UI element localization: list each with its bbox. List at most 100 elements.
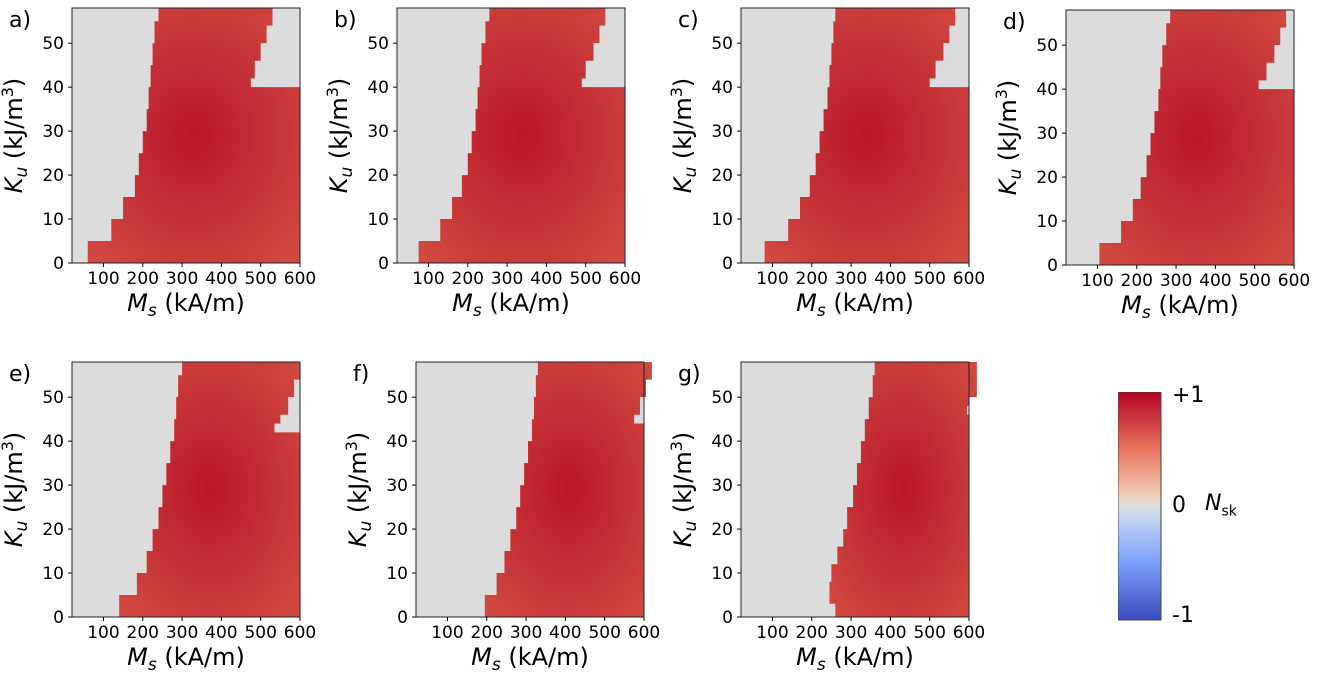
x-tick-label: 500 bbox=[913, 623, 945, 643]
x-tick-label: 200 bbox=[471, 623, 503, 643]
x-tick-label: 500 bbox=[588, 623, 620, 643]
y-tick-label: 10 bbox=[386, 564, 408, 584]
panel-label: b) bbox=[334, 8, 357, 33]
x-tick-label: 600 bbox=[284, 623, 316, 643]
y-tick-label: 10 bbox=[42, 564, 64, 584]
x-tick-label: 200 bbox=[127, 623, 159, 643]
y-axis-label: Ku (kJ/m3) bbox=[667, 432, 701, 548]
y-tick-label: 20 bbox=[711, 166, 733, 186]
y-tick-label: 0 bbox=[722, 254, 733, 274]
x-tick-label: 400 bbox=[549, 623, 581, 643]
y-tick-label: 20 bbox=[1036, 168, 1058, 188]
y-tick-label: 10 bbox=[711, 564, 733, 584]
y-tick-label: 50 bbox=[711, 388, 733, 408]
x-tick-label: 600 bbox=[1278, 271, 1310, 291]
x-tick-label: 400 bbox=[205, 623, 237, 643]
y-tick-label: 0 bbox=[1047, 256, 1058, 276]
x-tick-label: 400 bbox=[205, 269, 237, 289]
panel-f: 100 200 300 400 500 600 0 10 20 30 40 50 f) Ms (kA/m)… bbox=[342, 361, 660, 673]
plot-frame bbox=[396, 7, 626, 264]
panel-d: 100 200 300 400 500 600 0 10 20 30 40 50 d) Ms (kA/m)… bbox=[992, 9, 1310, 323]
x-tick-label: 100 bbox=[756, 269, 788, 289]
x-tick-label: 100 bbox=[412, 269, 444, 289]
y-tick-label: 30 bbox=[711, 476, 733, 496]
x-tick-label: 300 bbox=[835, 269, 867, 289]
y-axis-label: Ku (kJ/m3) bbox=[323, 78, 357, 194]
panel-c: 100 200 300 400 500 600 0 10 20 30 40 50 c) Ms (kA/m)… bbox=[667, 7, 985, 321]
y-tick-label: 50 bbox=[386, 388, 408, 408]
skyrmion-region bbox=[764, 8, 969, 263]
y-tick-label: 40 bbox=[42, 432, 64, 452]
panel-b: 100 200 300 400 500 600 0 10 20 30 40 50 b) Ms (kA/m)… bbox=[323, 7, 641, 321]
y-tick-label: 10 bbox=[711, 210, 733, 230]
plot-frame bbox=[71, 7, 301, 264]
colorbar-label: Nsk bbox=[1205, 491, 1237, 520]
x-tick-label: 100 bbox=[87, 269, 119, 289]
y-tick-label: 30 bbox=[367, 122, 389, 142]
y-tick-label: 20 bbox=[42, 520, 64, 540]
x-axis-label: Ms (kA/m) bbox=[452, 289, 570, 321]
x-tick-label: 300 bbox=[1160, 271, 1192, 291]
x-tick-label: 600 bbox=[284, 269, 316, 289]
y-tick-label: 20 bbox=[42, 166, 64, 186]
colorbar-tick-zero: 0 bbox=[1172, 493, 1186, 518]
plot-frame bbox=[740, 361, 970, 618]
x-tick-label: 300 bbox=[166, 269, 198, 289]
x-axis-label: Ms (kA/m) bbox=[127, 643, 245, 673]
y-axis-label: Ku (kJ/m3) bbox=[667, 78, 701, 194]
y-tick-label: 50 bbox=[1036, 36, 1058, 56]
x-tick-label: 600 bbox=[953, 623, 985, 643]
panel-label: g) bbox=[678, 362, 701, 387]
panel-g: 100 200 300 400 500 600 0 10 20 30 40 50 g) Ms (kA/m)… bbox=[667, 361, 985, 673]
x-tick-label: 500 bbox=[1238, 271, 1270, 291]
x-tick-label: 300 bbox=[835, 623, 867, 643]
plot-frame bbox=[1065, 9, 1295, 266]
colorbar: +1 0 -1 Nsk bbox=[1080, 380, 1310, 640]
x-tick-label: 200 bbox=[796, 623, 828, 643]
x-tick-label: 400 bbox=[874, 269, 906, 289]
panel-label: d) bbox=[1003, 10, 1026, 35]
x-tick-label: 600 bbox=[953, 269, 985, 289]
skyrmion-region bbox=[829, 362, 977, 617]
x-tick-label: 400 bbox=[1199, 271, 1231, 291]
x-tick-label: 500 bbox=[244, 623, 276, 643]
y-tick-label: 50 bbox=[42, 388, 64, 408]
x-axis-label: Ms (kA/m) bbox=[471, 643, 589, 673]
y-tick-label: 30 bbox=[711, 122, 733, 142]
y-tick-label: 0 bbox=[722, 608, 733, 628]
y-tick-label: 10 bbox=[42, 210, 64, 230]
y-tick-label: 40 bbox=[711, 432, 733, 452]
panel-label: a) bbox=[9, 8, 31, 33]
x-tick-label: 300 bbox=[510, 623, 542, 643]
x-tick-label: 300 bbox=[491, 269, 523, 289]
y-axis-label: Ku (kJ/m3) bbox=[342, 432, 376, 548]
y-tick-label: 30 bbox=[386, 476, 408, 496]
colorbar-bar bbox=[1118, 392, 1162, 621]
skyrmion-region bbox=[87, 8, 300, 263]
x-tick-label: 300 bbox=[166, 623, 198, 643]
y-tick-label: 0 bbox=[53, 254, 64, 274]
x-tick-label: 100 bbox=[1081, 271, 1113, 291]
plot-frame bbox=[415, 361, 645, 618]
x-tick-label: 100 bbox=[756, 623, 788, 643]
plot-frame bbox=[71, 361, 301, 618]
x-tick-label: 600 bbox=[628, 623, 660, 643]
x-axis-label: Ms (kA/m) bbox=[1121, 291, 1239, 323]
skyrmion-region bbox=[418, 8, 625, 263]
y-tick-label: 20 bbox=[367, 166, 389, 186]
y-tick-label: 40 bbox=[386, 432, 408, 452]
y-axis-label: Ku (kJ/m3) bbox=[0, 78, 32, 194]
y-tick-label: 50 bbox=[42, 34, 64, 54]
y-tick-label: 0 bbox=[397, 608, 408, 628]
x-tick-label: 400 bbox=[874, 623, 906, 643]
x-tick-label: 500 bbox=[244, 269, 276, 289]
x-axis-label: Ms (kA/m) bbox=[796, 643, 914, 673]
y-tick-label: 50 bbox=[367, 34, 389, 54]
panel-e: 100 200 300 400 500 600 0 10 20 30 40 50 e) Ms (kA/m)… bbox=[0, 361, 316, 673]
x-tick-label: 200 bbox=[127, 269, 159, 289]
x-tick-label: 500 bbox=[913, 269, 945, 289]
y-tick-label: 40 bbox=[1036, 80, 1058, 100]
y-tick-label: 20 bbox=[711, 520, 733, 540]
y-tick-label: 30 bbox=[42, 476, 64, 496]
